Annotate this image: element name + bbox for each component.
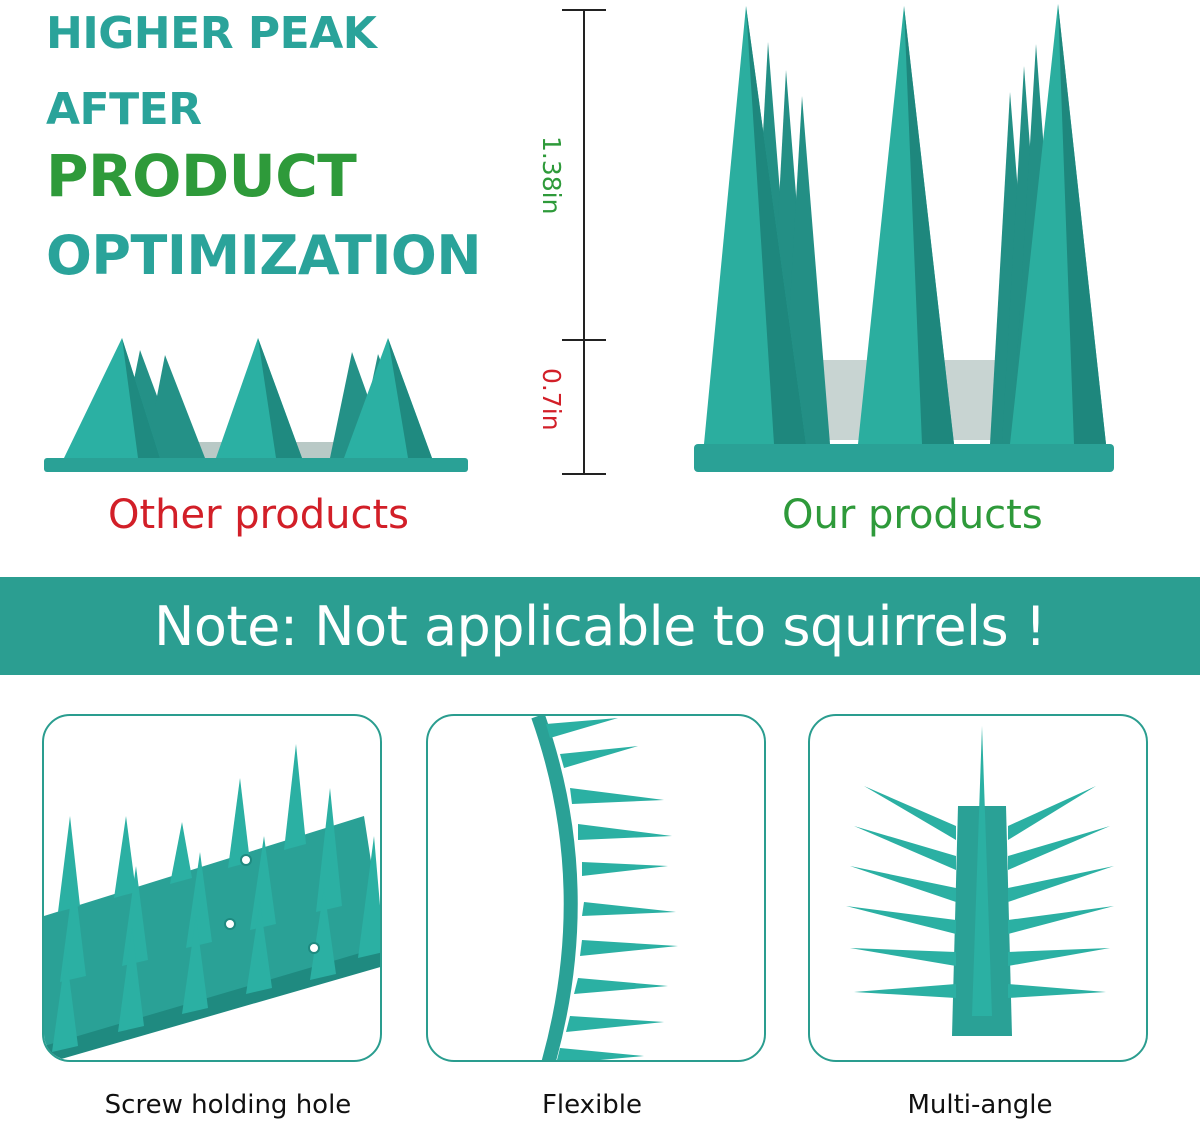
feature-card-screw-hole: [42, 714, 382, 1062]
headline-line-3: PRODUCT: [46, 142, 357, 210]
multi-angle-image: [846, 726, 1114, 1036]
feature-label-flexible: Flexible: [541, 1090, 643, 1120]
feature-label-screw-hole: Screw holding hole: [104, 1090, 352, 1120]
flexible-image: [531, 716, 678, 1060]
screw-hole-image: [44, 744, 380, 1060]
our-product-image: [694, 4, 1114, 472]
other-products-label: Other products: [108, 492, 409, 538]
headline-line-4: OPTIMIZATION: [46, 224, 482, 287]
feature-label-multi-angle: Multi-angle: [907, 1090, 1053, 1120]
headline-line-2: AFTER: [46, 84, 202, 135]
note-text: Note: Not applicable to squirrels !: [153, 594, 1047, 658]
headline-line-1: HIGHER PEAK: [46, 8, 377, 59]
short-dimension-label: 0.7in: [537, 368, 566, 431]
note-banner: Note: Not applicable to squirrels !: [0, 577, 1200, 675]
feature-card-flexible: [426, 714, 766, 1062]
other-product-image: [44, 338, 468, 472]
tall-dimension-label: 1.38in: [537, 136, 566, 215]
our-products-label: Our products: [782, 492, 1043, 538]
feature-card-multi-angle: [808, 714, 1148, 1062]
height-ruler: [562, 9, 606, 475]
